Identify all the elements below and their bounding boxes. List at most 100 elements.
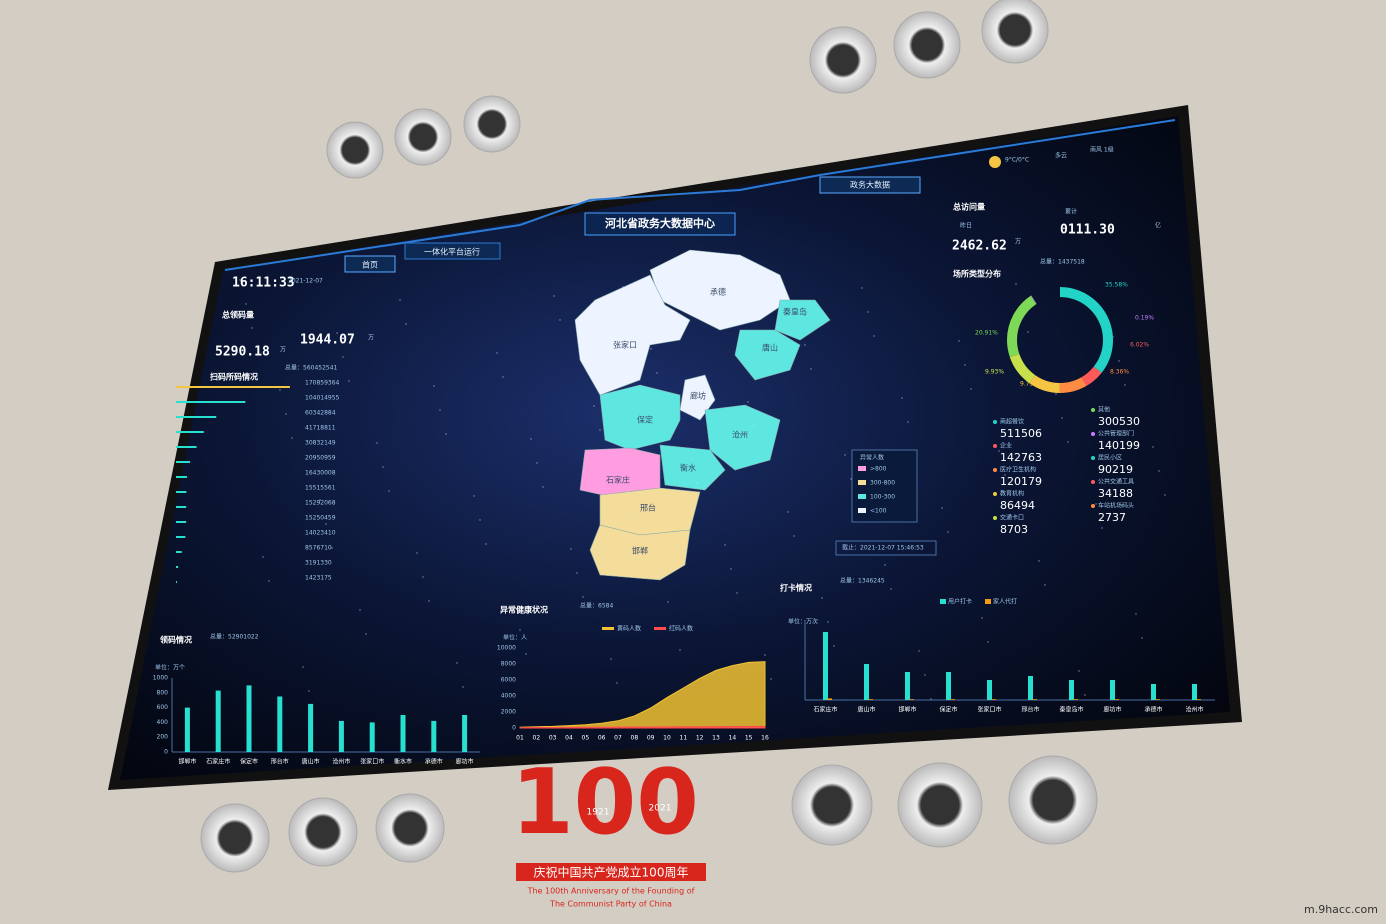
bar	[1069, 680, 1074, 700]
bullet	[993, 420, 997, 424]
star	[251, 327, 253, 329]
star	[941, 507, 943, 509]
bar	[462, 715, 468, 752]
page-title: 河北省政务大数据中心	[605, 216, 715, 230]
legend-swatch	[985, 599, 991, 604]
legend-label: <100	[870, 508, 887, 515]
legend-label: 家人代打	[993, 598, 1017, 606]
star	[1118, 360, 1120, 362]
item-value: 34188	[1098, 487, 1133, 500]
weather-wind: 南风 1级	[1090, 146, 1114, 154]
unit: 万	[368, 335, 374, 342]
star	[947, 531, 949, 533]
value: 14023410	[305, 530, 336, 537]
item-name: 交通卡口	[1000, 514, 1024, 522]
star	[970, 388, 972, 390]
bullet	[1091, 480, 1095, 484]
bar	[987, 680, 992, 700]
emblem-english: The 100th Anniversary of the Founding of	[527, 887, 695, 896]
lamps	[200, 0, 1098, 873]
region	[734, 329, 801, 381]
bar	[176, 431, 204, 433]
star	[650, 348, 652, 350]
x-tick-label: 秦皇岛市	[1059, 706, 1083, 714]
star	[348, 380, 350, 382]
star	[365, 633, 367, 635]
bar	[277, 696, 283, 752]
bar	[1192, 684, 1197, 700]
bar	[176, 551, 182, 553]
tab[interactable]	[344, 255, 396, 273]
item-name: 教育机构	[1000, 490, 1024, 498]
unit: 单位：万个	[155, 664, 185, 672]
y-tick-label: 8000	[501, 661, 516, 668]
item-name: 其他	[1098, 406, 1110, 414]
x-tick-label: 邯郸市	[898, 706, 916, 714]
bar	[1114, 699, 1119, 700]
star	[1101, 527, 1103, 529]
y-tick-label: 800	[157, 689, 169, 696]
item-value: 142763	[1000, 451, 1042, 464]
star	[1164, 494, 1166, 496]
bar	[176, 446, 197, 448]
tab[interactable]	[819, 176, 921, 194]
region-label: 廊坊	[690, 391, 706, 401]
bar	[176, 476, 187, 478]
region	[589, 524, 691, 581]
star	[958, 340, 960, 342]
area	[519, 661, 766, 729]
weather-icon	[989, 156, 1001, 168]
star	[776, 282, 778, 284]
star	[1158, 470, 1160, 472]
value: 60342884	[305, 410, 336, 417]
star	[1152, 446, 1154, 448]
star	[325, 523, 327, 525]
x-tick-label: 邢台市	[271, 758, 289, 766]
codes-title: 总领码量	[222, 310, 254, 320]
tab-label[interactable]: 首页	[362, 260, 378, 270]
label: 昨日	[960, 222, 972, 230]
tab[interactable]	[404, 242, 501, 260]
bullet	[1091, 504, 1095, 508]
y-tick-label: 6000	[501, 677, 516, 684]
tab-label[interactable]: 政务大数据	[850, 180, 890, 190]
star	[930, 698, 932, 700]
region	[649, 249, 791, 331]
header-frame	[224, 119, 1176, 271]
star	[542, 486, 544, 488]
item-value: 120179	[1000, 475, 1042, 488]
lingma-total: 总量：52901022	[210, 633, 259, 641]
codes-a: 5290.18	[215, 345, 270, 360]
star	[1084, 694, 1086, 696]
star	[850, 478, 852, 480]
health-total: 总量：6584	[580, 602, 613, 610]
bar	[176, 536, 186, 538]
x-tick-label: 邯郸市	[178, 758, 196, 766]
value: 104014955	[305, 395, 340, 402]
unit: 亿	[1155, 222, 1161, 230]
item-name: 车站机场码头	[1098, 502, 1134, 510]
star	[1038, 560, 1040, 562]
star	[513, 605, 515, 607]
bar	[176, 506, 187, 508]
x-tick-label: 唐山市	[302, 758, 320, 766]
star	[924, 674, 926, 676]
bar	[823, 632, 828, 700]
bar	[176, 401, 246, 403]
caption-bg	[516, 863, 706, 881]
legend-label: 黄码人数	[617, 625, 641, 633]
legend-swatch	[858, 508, 866, 513]
donut-label: 20.91%	[975, 330, 998, 337]
bar	[338, 720, 344, 752]
y-tick-label: 0	[512, 725, 516, 732]
tab-label[interactable]: 一体化平台运行	[424, 247, 480, 257]
value: 8576710	[305, 545, 332, 552]
legend-swatch	[858, 480, 866, 485]
y-tick-label: 4000	[501, 693, 516, 700]
date: 2021-12-07	[288, 278, 323, 285]
star	[793, 535, 795, 537]
unit: 万	[280, 347, 286, 354]
bar	[176, 386, 290, 388]
visits-total: 0111.30	[1060, 223, 1115, 238]
